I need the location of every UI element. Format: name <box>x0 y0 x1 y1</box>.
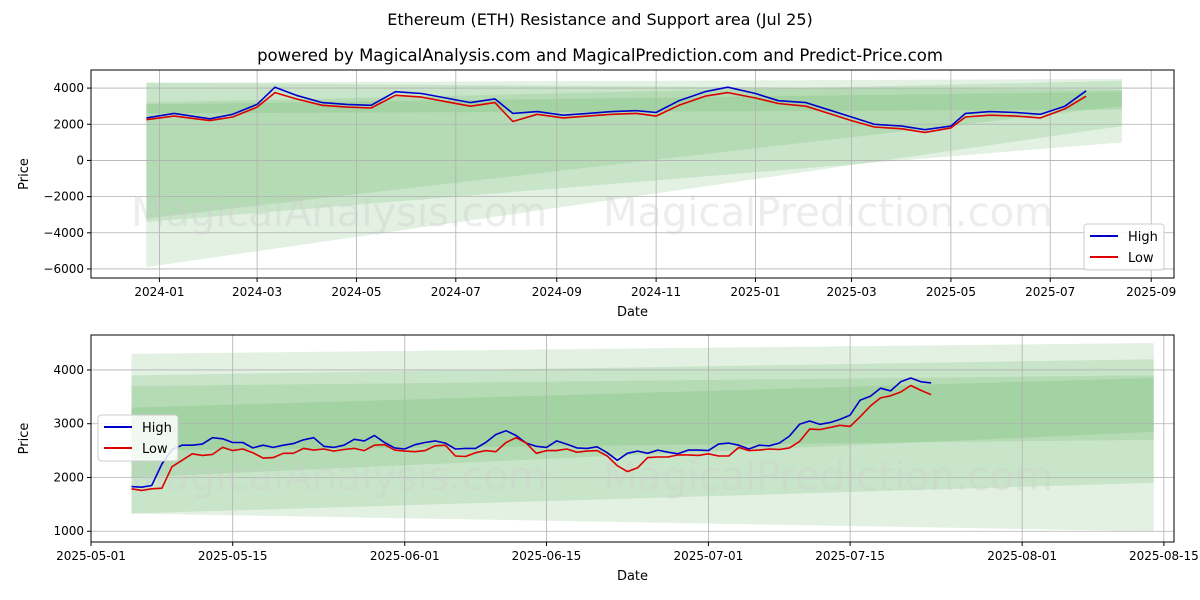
y-axis-label: Price <box>17 158 32 190</box>
x-tick-label: 2025-05-01 <box>56 549 126 563</box>
legend: High Low <box>1083 223 1165 271</box>
support-resistance-bands <box>146 79 1122 268</box>
plot-frame <box>90 334 1175 543</box>
support-resistance-bands <box>131 343 1154 532</box>
series-line-low <box>131 384 932 492</box>
y-tick-label: 1000 <box>53 524 84 538</box>
legend-label-low: Low <box>1128 251 1154 266</box>
y-axis-label: Price <box>17 423 32 455</box>
x-tick-label: 2025-03 <box>826 285 876 299</box>
x-tick-label: 2025-09 <box>1126 285 1176 299</box>
x-tick-label: 2025-08-01 <box>987 549 1057 563</box>
x-tick-label: 2024-05 <box>331 285 381 299</box>
band-1 <box>146 79 1122 268</box>
band-2 <box>146 82 1122 222</box>
x-tick-label: 2024-09 <box>532 285 582 299</box>
series-line-high <box>146 86 1087 131</box>
watermark-analysis: MagicalAnalysis.com <box>131 190 547 236</box>
plot-frame <box>90 69 1175 279</box>
series-line-high <box>131 377 932 489</box>
band-3 <box>146 80 1122 219</box>
x-tick-label: 2024-03 <box>232 285 282 299</box>
x-tick-label: 2024-11 <box>631 285 681 299</box>
band-4 <box>131 378 1154 478</box>
gridlines <box>91 70 1174 278</box>
legend: High Low <box>97 414 179 462</box>
y-tick-label: 4000 <box>53 363 84 377</box>
x-axis-label: Date <box>617 305 648 320</box>
band-2 <box>131 359 1154 532</box>
band-1 <box>131 343 1154 514</box>
x-axis-label: Date <box>617 569 648 584</box>
x-tick-label: 2025-07-01 <box>674 549 744 563</box>
x-tick-label: 2025-01 <box>730 285 780 299</box>
watermark-prediction: MagicalPrediction.com <box>603 190 1053 236</box>
x-tick-label: 2025-08-15 <box>1129 549 1199 563</box>
x-tick-label: 2025-07-15 <box>815 549 885 563</box>
x-tick-label: 2025-07 <box>1025 285 1075 299</box>
y-tick-label: 4000 <box>53 81 84 95</box>
y-tick-label: 2000 <box>53 117 84 131</box>
y-tick-label: −4000 <box>43 226 84 240</box>
x-tick-label: 2025-05 <box>926 285 976 299</box>
y-tick-label: −6000 <box>43 262 84 276</box>
y-tick-label: 0 <box>76 153 84 167</box>
band-3 <box>131 375 1154 451</box>
legend-label-high: High <box>142 421 172 436</box>
panel-2: MagicalAnalysis.com MagicalPrediction.com… <box>17 334 1199 584</box>
chart-subtitle: powered by MagicalAnalysis.com and Magic… <box>257 46 943 65</box>
x-tick-label: 2025-06-01 <box>370 549 440 563</box>
y-tick-label: −2000 <box>43 190 84 204</box>
panel-1: MagicalAnalysis.com MagicalPrediction.com… <box>17 69 1176 320</box>
x-tick-label: 2024-07 <box>431 285 481 299</box>
watermark-prediction: MagicalPrediction.com <box>603 454 1053 500</box>
chart-title: Ethereum (ETH) Resistance and Support ar… <box>387 10 813 29</box>
gridlines <box>90 335 1174 542</box>
legend-label-low: Low <box>142 442 168 457</box>
watermark-analysis: MagicalAnalysis.com <box>131 454 547 500</box>
band-4 <box>146 91 1122 114</box>
series-line-low <box>146 91 1087 134</box>
series-lines <box>146 86 1087 134</box>
y-tick-label: 2000 <box>53 470 84 484</box>
series-lines <box>131 377 932 492</box>
y-tick-label: 3000 <box>53 417 84 431</box>
x-tick-label: 2025-05-15 <box>198 549 268 563</box>
legend-label-high: High <box>1128 230 1158 245</box>
x-tick-label: 2024-01 <box>134 285 184 299</box>
x-tick-label: 2025-06-15 <box>512 549 582 563</box>
